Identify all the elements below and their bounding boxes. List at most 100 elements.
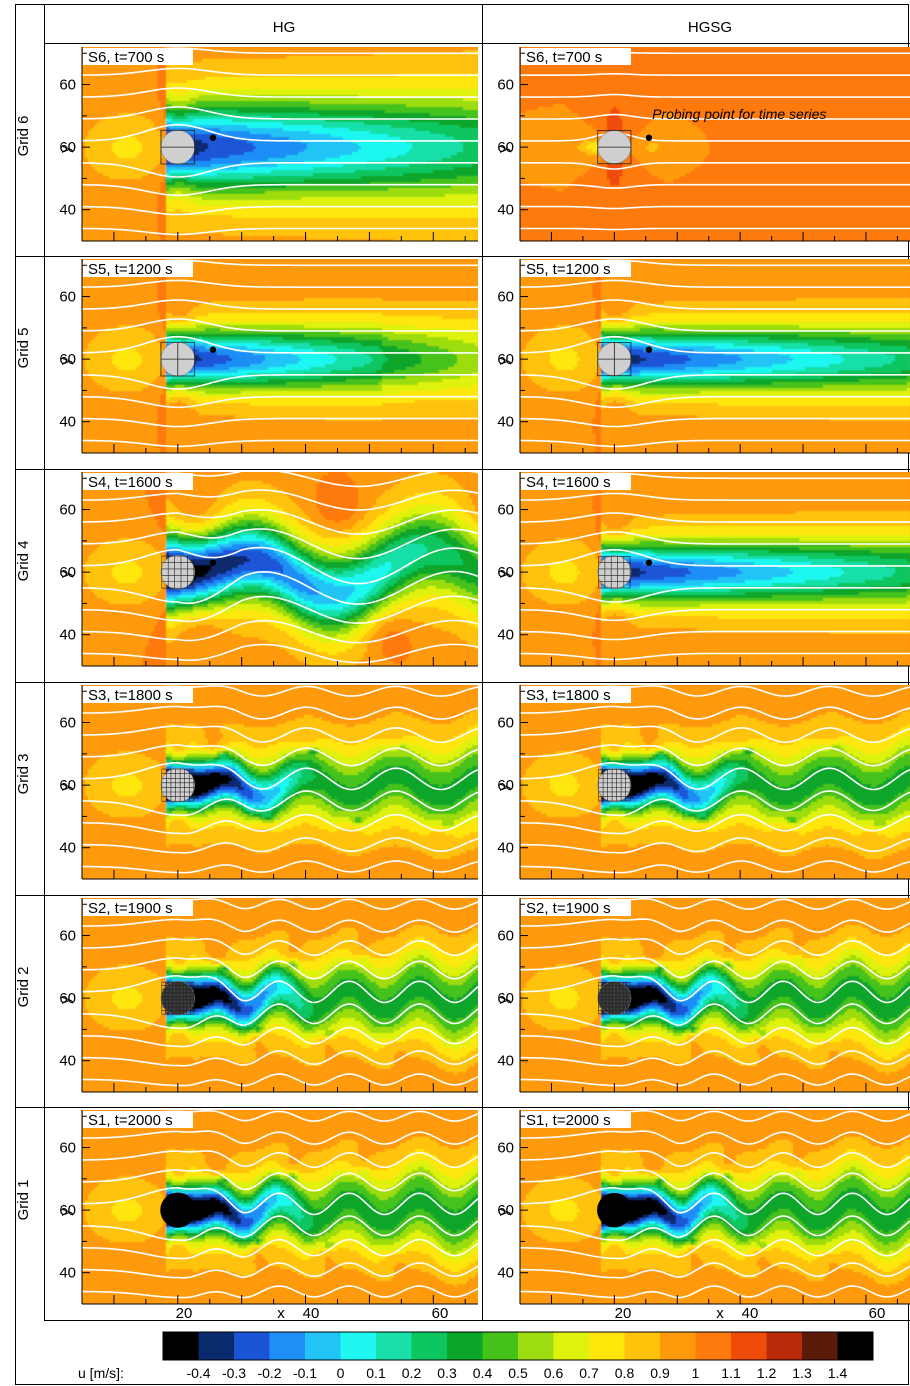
- colorbar-tick-label: 1.2: [757, 1365, 777, 1381]
- cylinder: [598, 982, 631, 1015]
- colorbar-swatch: [341, 1332, 377, 1360]
- panel-label-text: S1, t=2000 s: [88, 1112, 173, 1129]
- probe-point: [210, 773, 216, 779]
- x-tick-label-40-hgsg: 40: [742, 1305, 759, 1322]
- x-axis-label-hgsg: x: [716, 1305, 724, 1322]
- colorbar-swatch: [518, 1332, 554, 1360]
- colorbar-swatch: [589, 1332, 625, 1360]
- contour-field: [520, 685, 910, 880]
- panel-label-text: S5, t=1200 s: [88, 261, 173, 278]
- y-tick-label: 60: [497, 289, 514, 306]
- y-axis-label: y: [495, 357, 512, 365]
- panel-label: S6, t=700 s: [83, 48, 193, 66]
- y-tick-label: 60: [497, 1140, 514, 1157]
- panel-label-text: S2, t=1900 s: [88, 900, 173, 917]
- colorbar-swatch: [199, 1332, 235, 1360]
- contour-field: [82, 685, 478, 880]
- colorbar-tick-label: 0.6: [544, 1365, 564, 1381]
- cylinder: [160, 1193, 195, 1228]
- colorbar-tick-label: 0: [337, 1365, 345, 1381]
- x-tick-label-60-hgsg: 60: [869, 1305, 886, 1322]
- row-label-grid-2: Grid 2: [15, 967, 32, 1008]
- colorbar-tick-label: -0.2: [257, 1365, 281, 1381]
- x-tick-label-40-hg: 40: [303, 1305, 320, 1322]
- y-axis-label: y: [495, 996, 512, 1004]
- y-tick-label: 60: [497, 928, 514, 945]
- y-tick-label: 60: [497, 77, 514, 94]
- contour-field: [82, 1110, 478, 1305]
- column-headers: HG HGSG: [273, 19, 732, 36]
- y-tick-label: 60: [59, 502, 76, 519]
- cylinder: [161, 981, 195, 1015]
- column-header-hg: HG: [273, 19, 296, 36]
- contour-field: [82, 898, 478, 1093]
- probe-point: [210, 347, 216, 353]
- contour-field: [520, 47, 910, 241]
- y-tick-label: 40: [59, 1265, 76, 1282]
- y-axis-label: y: [57, 783, 74, 791]
- panel-label-text: S2, t=1900 s: [526, 900, 611, 917]
- x-tick-label-20-hgsg: 20: [615, 1305, 632, 1322]
- colorbar-swatch: [660, 1332, 696, 1360]
- y-axis-label: y: [495, 783, 512, 791]
- y-tick-label: 40: [59, 627, 76, 644]
- colorbar-tick-label: -0.3: [222, 1365, 246, 1381]
- y-axis-label: y: [57, 357, 74, 365]
- panel-label: S1, t=2000 s: [83, 1111, 193, 1129]
- colorbar-tick-label: 1: [692, 1365, 700, 1381]
- cylinder: [161, 555, 195, 589]
- panel-label-text: S1, t=2000 s: [526, 1112, 611, 1129]
- column-header-hgsg: HGSG: [688, 19, 732, 36]
- colorbar-swatch: [376, 1332, 412, 1360]
- colorbar-swatch: [270, 1332, 306, 1360]
- colorbar-swatch: [234, 1332, 270, 1360]
- y-tick-label: 40: [59, 840, 76, 857]
- contour-field: [520, 898, 910, 1093]
- probe-point: [646, 560, 652, 566]
- colorbar-tick-label: 1.1: [721, 1365, 741, 1381]
- panel-label: S5, t=1200 s: [521, 260, 631, 278]
- y-axis-label: y: [57, 996, 74, 1004]
- panel-label: S4, t=1600 s: [521, 473, 631, 491]
- colorbar-swatch: [802, 1332, 838, 1360]
- probe-point: [210, 1198, 216, 1204]
- panel-label: S6, t=700 s: [521, 48, 631, 66]
- colorbar-label: u [m/s]:: [78, 1365, 124, 1381]
- panel-label-text: S3, t=1800 s: [88, 687, 173, 704]
- y-tick-label: 40: [497, 202, 514, 219]
- probe-point: [646, 773, 652, 779]
- contour-field: [520, 259, 910, 454]
- panel-label-text: S3, t=1800 s: [526, 687, 611, 704]
- row-label-grid-1: Grid 1: [15, 1180, 32, 1221]
- contour-field: [520, 472, 910, 667]
- colorbar-tick-label: 0.7: [579, 1365, 599, 1381]
- colorbar-swatch: [447, 1332, 483, 1360]
- panel-label: S2, t=1900 s: [521, 899, 631, 917]
- panel-label: S4, t=1600 s: [83, 473, 193, 491]
- colorbar-swatch: [163, 1332, 199, 1360]
- colorbar-swatch: [554, 1332, 590, 1360]
- probe-point: [646, 347, 652, 353]
- contour-field: [82, 259, 478, 454]
- cylinder: [597, 1193, 632, 1228]
- y-tick-label: 40: [59, 1053, 76, 1070]
- probe-point: [210, 986, 216, 992]
- colorbar-tick-label: -0.4: [186, 1365, 210, 1381]
- colorbar-swatch: [625, 1332, 661, 1360]
- y-axis-label: y: [57, 1208, 74, 1216]
- panel-label: S1, t=2000 s: [521, 1111, 631, 1129]
- y-axis-label: y: [57, 570, 74, 578]
- cylinder: [598, 556, 631, 589]
- colorbar-swatch: [483, 1332, 519, 1360]
